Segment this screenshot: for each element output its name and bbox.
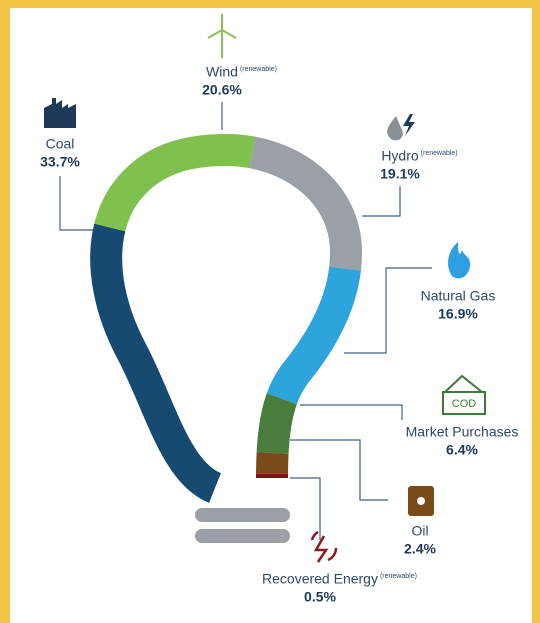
category-label: Hydro: [381, 148, 419, 164]
renewable-note: (renewable): [240, 66, 277, 73]
chart: COD Coal33.7%Wind20.6%(renewable)Hydro19…: [0, 0, 540, 623]
value-label: 16.9%: [438, 306, 478, 322]
value-label: 33.7%: [40, 154, 80, 170]
category-label: Recovered Energy: [262, 571, 378, 587]
value-label: 0.5%: [304, 589, 336, 605]
value-label: 2.4%: [404, 541, 436, 557]
category-label: Market Purchases: [406, 424, 519, 440]
value-label: 19.1%: [380, 166, 420, 182]
value-label: 20.6%: [202, 82, 242, 98]
infographic: COD Coal33.7%Wind20.6%(renewable)Hydro19…: [0, 0, 540, 623]
category-label: Oil: [411, 523, 428, 539]
oil-icon: [408, 486, 434, 516]
renewable-note: (renewable): [421, 150, 458, 157]
value-label: 6.4%: [446, 442, 478, 458]
svg-text:COD: COD: [452, 398, 477, 410]
renewable-note: (renewable): [380, 573, 417, 580]
category-label: Coal: [46, 136, 75, 152]
category-label: Natural Gas: [421, 288, 496, 304]
category-label: Wind: [206, 64, 238, 80]
